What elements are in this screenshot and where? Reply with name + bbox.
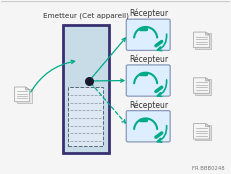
Bar (195, 33, 211, 49)
Text: Récepteur: Récepteur (129, 55, 168, 64)
Bar (68, 88, 103, 146)
Bar (195, 79, 211, 95)
FancyBboxPatch shape (126, 65, 170, 96)
Polygon shape (194, 124, 210, 139)
Bar (17, 89, 32, 103)
Bar (63, 25, 109, 153)
Text: Récepteur: Récepteur (129, 9, 168, 18)
Bar (195, 125, 211, 140)
Polygon shape (26, 87, 29, 90)
Polygon shape (206, 78, 210, 81)
Polygon shape (206, 124, 210, 126)
Text: Emetteur (Cet appareil): Emetteur (Cet appareil) (43, 12, 129, 19)
Polygon shape (194, 32, 210, 48)
Text: FR BBB0248: FR BBB0248 (192, 166, 225, 171)
Polygon shape (206, 32, 210, 35)
Polygon shape (15, 87, 29, 102)
Text: Récepteur: Récepteur (129, 100, 168, 110)
FancyBboxPatch shape (126, 111, 170, 142)
Polygon shape (194, 78, 210, 93)
FancyBboxPatch shape (126, 19, 170, 50)
